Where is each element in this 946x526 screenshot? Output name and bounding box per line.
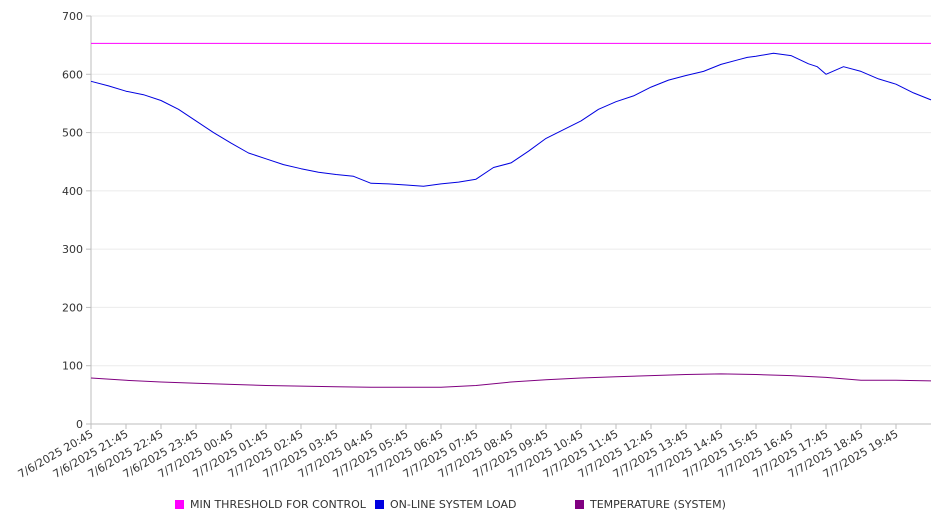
legend-swatch-temperature: [575, 500, 584, 509]
legend-label-threshold: MIN THRESHOLD FOR CONTROL: [190, 498, 366, 511]
legend-item-threshold[interactable]: MIN THRESHOLD FOR CONTROL: [175, 498, 366, 511]
y-tick-label: 500: [62, 127, 83, 140]
grid-lines: [91, 15, 931, 367]
y-axis-ticks: 0 100 200 300 400 500 600 700: [62, 10, 91, 431]
legend-swatch-threshold: [175, 500, 184, 509]
y-tick-label: 600: [62, 68, 83, 81]
y-tick-label: 700: [62, 10, 83, 23]
y-tick-label: 400: [62, 185, 83, 198]
legend: MIN THRESHOLD FOR CONTROL ON-LINE SYSTEM…: [0, 498, 946, 514]
y-tick-label: 300: [62, 243, 83, 256]
legend-item-system-load[interactable]: ON-LINE SYSTEM LOAD: [375, 498, 516, 511]
series-lines: [90, 42, 932, 388]
y-tick-label: 200: [62, 301, 83, 314]
legend-swatch-system-load: [375, 500, 384, 509]
y-tick-label: 100: [62, 360, 83, 373]
axes: [90, 16, 931, 425]
x-axis-ticks: 7/6/2025 20:457/6/2025 21:457/6/2025 22:…: [16, 424, 901, 481]
legend-item-temperature[interactable]: TEMPERATURE (SYSTEM): [575, 498, 726, 511]
legend-label-temperature: TEMPERATURE (SYSTEM): [590, 498, 726, 511]
y-tick-label: 0: [76, 418, 83, 431]
series-line-temperature: [90, 373, 932, 388]
legend-label-system-load: ON-LINE SYSTEM LOAD: [390, 498, 517, 511]
series-line-system-load: [90, 52, 932, 187]
